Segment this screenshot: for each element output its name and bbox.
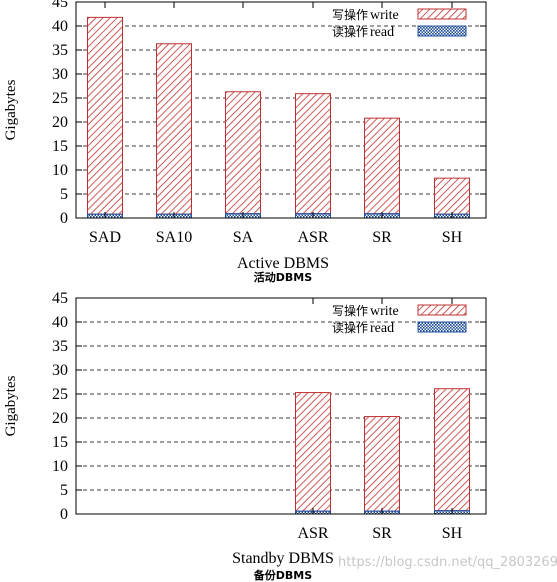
y-tick-label: 40 <box>52 18 68 35</box>
y-axis-label: Gigabytes <box>3 375 19 436</box>
y-tick-label: 45 <box>52 290 68 307</box>
bar-write <box>295 93 331 215</box>
x-tick-label: SAD <box>89 229 121 246</box>
x-tick-label: ASR <box>297 525 328 542</box>
y-tick-label: 5 <box>60 482 68 499</box>
watermark: https://blog.csdn.net/qq_28032693 <box>338 555 557 570</box>
plot-frame <box>75 1 487 219</box>
y-tick-label: 40 <box>52 314 68 331</box>
y-tick-label: 15 <box>52 434 68 451</box>
y-tick-label: 5 <box>60 186 68 203</box>
y-tick-label: 35 <box>52 42 68 59</box>
y-tick-label: 30 <box>52 66 68 83</box>
y-tick-label: 10 <box>52 458 68 475</box>
bar-write <box>225 91 261 215</box>
bar-write <box>295 392 331 512</box>
plot-frame <box>75 297 487 515</box>
legend-swatch-read <box>417 321 467 333</box>
legend-label-cn: 读操作 <box>332 24 368 39</box>
x-tick-label: SR <box>372 525 392 542</box>
x-tick-label: SH <box>442 525 463 542</box>
legend-swatch-read <box>417 25 467 37</box>
y-tick-label: 0 <box>60 210 68 227</box>
x-axis-label: Standby DBMS <box>232 550 334 567</box>
x-axis-label: Active DBMS <box>237 255 329 272</box>
x-tick-label: SH <box>442 229 463 246</box>
chart-panel-active: 0 5 10 15 20 25 30 35 40 45 SAD SA10 SA ASR SR SH Gigaby… <box>3 0 487 284</box>
bar-write <box>364 416 400 512</box>
x-tick-label: SR <box>372 229 392 246</box>
legend-swatch-write <box>417 8 467 20</box>
x-tick-label: SA <box>233 229 254 246</box>
bar-write <box>156 43 192 215</box>
x-tick-label: ASR <box>297 229 328 246</box>
y-axis-label: Gigabytes <box>3 79 19 140</box>
y-tick-label: 25 <box>52 90 68 107</box>
x-axis-sublabel: 备份DBMS <box>253 568 312 582</box>
legend-label: write <box>370 8 399 23</box>
legend-label-cn: 写操作 <box>332 303 368 318</box>
y-tick-label: 0 <box>60 506 68 523</box>
bar-write <box>364 117 400 215</box>
y-tick-label: 35 <box>52 338 68 355</box>
x-axis-sublabel: 活动DBMS <box>254 270 312 284</box>
legend-label-cn: 写操作 <box>332 7 368 22</box>
legend-label: read <box>370 25 394 40</box>
y-tick-label: 25 <box>52 386 68 403</box>
y-tick-label: 30 <box>52 362 68 379</box>
y-tick-label: 15 <box>52 138 68 155</box>
y-tick-label: 10 <box>52 162 68 179</box>
y-tick-label: 45 <box>52 0 68 11</box>
bar-write <box>434 177 470 215</box>
y-tick-label: 20 <box>52 410 68 427</box>
legend-label-cn: 读操作 <box>332 320 368 335</box>
legend-swatch-write <box>417 304 467 316</box>
bar-write <box>434 388 470 512</box>
legend-label: write <box>370 304 399 319</box>
chart-panel-standby: 0 5 10 15 20 25 30 35 40 45 ASR SR SH Gigabytes Standb… <box>3 290 487 582</box>
bar-write <box>87 16 123 215</box>
x-tick-label: SA10 <box>156 229 192 246</box>
y-tick-label: 20 <box>52 114 68 131</box>
legend-label: read <box>370 321 394 336</box>
